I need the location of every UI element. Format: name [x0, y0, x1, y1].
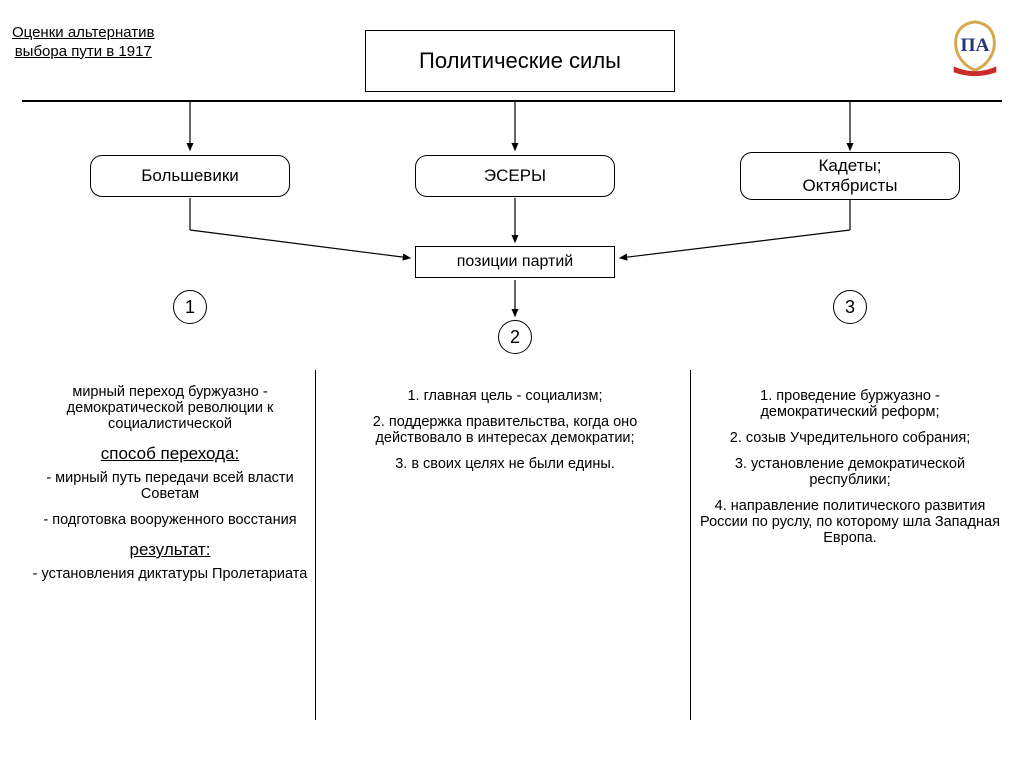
column-2: 1. главная цель - социализм; 2. поддержк…: [330, 378, 680, 738]
col1-sub2: результат:: [30, 540, 310, 560]
col3-i3: 3. установление демократической республи…: [700, 456, 1000, 488]
positions-box: позиции партий: [415, 246, 615, 278]
column-1: мирный переход буржуазно - демократическ…: [30, 378, 310, 738]
col1-pt3: - установления диктатуры Пролетариата: [30, 566, 310, 582]
col2-i3: 3. в своих целях не были едины.: [330, 456, 680, 472]
col2-i1: 1. главная цель - социализм;: [330, 388, 680, 404]
col1-pt2: - подготовка вооруженного восстания: [30, 512, 310, 528]
party-box-1: Большевики: [90, 155, 290, 197]
vertical-divider-1: [315, 370, 316, 720]
circle-1: 1: [173, 290, 207, 324]
col3-i2: 2. созыв Учредительного собрания;: [700, 430, 1000, 446]
col2-i2: 2. поддержка правительства, когда оно де…: [330, 414, 680, 446]
col1-sub1: способ перехода:: [30, 444, 310, 464]
col3-i4: 4. направление политического развития Ро…: [700, 498, 1000, 546]
col3-i1: 1. проведение буржуазно - демократически…: [700, 388, 1000, 420]
circle-2: 2: [498, 320, 532, 354]
positions-label: позиции партий: [457, 253, 573, 271]
party-box-3: Кадеты; Октябристы: [740, 152, 960, 200]
vertical-divider-2: [690, 370, 691, 720]
party-box-2: ЭСЕРЫ: [415, 155, 615, 197]
col1-pt1: - мирный путь передачи всей власти Совет…: [30, 470, 310, 502]
party-1-label: Большевики: [141, 166, 239, 186]
party-3-label: Кадеты; Октябристы: [802, 156, 897, 195]
circle-3: 3: [833, 290, 867, 324]
col1-intro: мирный переход буржуазно - демократическ…: [30, 384, 310, 432]
column-3: 1. проведение буржуазно - демократически…: [700, 378, 1000, 738]
party-2-label: ЭСЕРЫ: [484, 166, 546, 186]
